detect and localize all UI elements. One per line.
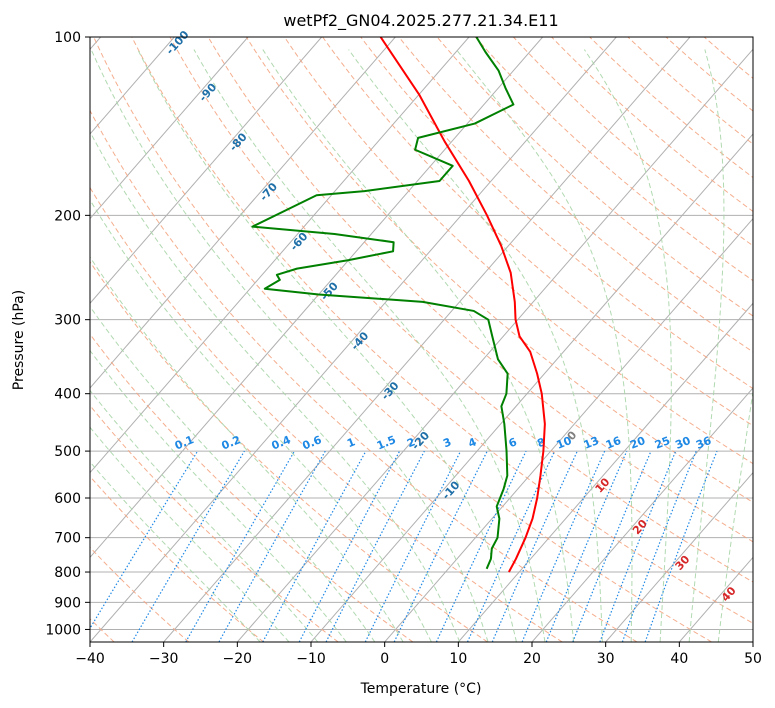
grid-lines: [90, 37, 753, 642]
mixing-ratio-label: 1: [345, 435, 357, 450]
mixing-ratio-line: [599, 450, 677, 642]
mixing-ratio-line: [521, 450, 606, 642]
y-axis-label: Pressure (hPa): [11, 290, 27, 390]
y-tick-label: 600: [54, 491, 81, 507]
dry-adiabat-line: [90, 109, 638, 642]
profile-lines: [251, 37, 546, 573]
dry-adiabat-line: [360, 37, 753, 390]
mixing-ratio-label: 36: [694, 434, 713, 452]
moist-adiabat-line: [90, 426, 290, 642]
mixing-ratio-line: [262, 450, 367, 642]
y-tick-label: 300: [54, 313, 81, 329]
moist-adiabat-line: [688, 49, 725, 642]
isotherm-line: [90, 37, 544, 559]
mixing-ratio-line: [364, 450, 462, 642]
dry-adiabat-line: [398, 37, 753, 353]
y-tick-label: 900: [54, 595, 81, 611]
isotherm-line: [457, 302, 753, 642]
moist-adiabat-line: [90, 305, 376, 642]
isotherm-line: [90, 37, 323, 305]
x-tick-label: −20: [223, 651, 253, 667]
plot-frame: [89, 36, 754, 643]
x-tick-label: 20: [523, 651, 541, 667]
dry-adiabat-line: [90, 333, 414, 642]
dry-adiabat-line: [90, 186, 563, 642]
dry-adiabat-line: [169, 37, 753, 583]
mixing-ratio-line: [572, 450, 652, 642]
isotherm-line: [605, 471, 753, 642]
moist-adiabat-line: [90, 49, 489, 642]
mixing-ratio-line: [545, 450, 628, 642]
mixing-ratio-label: 25: [653, 434, 672, 452]
dry-adiabat-line: [90, 260, 488, 642]
y-tick-label: 200: [54, 208, 81, 224]
x-tick-label: −10: [296, 651, 326, 667]
mixing-ratio-line: [466, 450, 556, 642]
dry-adiabat-line: [551, 37, 753, 213]
dry-adiabat-line: [207, 37, 753, 543]
isotherm-line: [90, 37, 470, 474]
x-axis-label: Temperature (°C): [360, 681, 482, 697]
mixing-ratio-line: [298, 450, 401, 642]
x-tick-label: 40: [670, 651, 688, 667]
isotherm-line: [90, 37, 617, 642]
mixing-ratio-line: [491, 450, 578, 642]
dry-adiabat-line: [284, 37, 753, 465]
mixing-ratio-label: 10: [554, 434, 573, 452]
moist-adiabat-line: [583, 49, 672, 642]
isotherm-line: [752, 641, 753, 642]
moist-adiabat-line: [717, 388, 753, 642]
isotherm-line: [90, 37, 249, 220]
y-tick-label: 800: [54, 565, 81, 581]
isotherm-line: [90, 37, 396, 389]
moist-adiabat-line: [455, 49, 633, 642]
isotherm-line: [163, 37, 691, 642]
mixing-ratio-line: [435, 450, 527, 642]
x-tick-label: 10: [449, 651, 467, 667]
chart-title: wetPf2_GN04.2025.277.21.34.E11: [283, 11, 558, 31]
moist-adiabat-line: [90, 130, 461, 642]
moist-adiabat-line: [193, 49, 546, 642]
x-tick-label: 50: [744, 651, 762, 667]
moist-adiabat-line: [262, 49, 575, 642]
x-tick-label: 0: [380, 651, 389, 667]
x-tick-label: −30: [149, 651, 179, 667]
dry-adiabat-line: [131, 37, 753, 624]
isotherm-line: [236, 48, 753, 642]
mixing-ratio-label: 3: [441, 435, 453, 450]
mixing-ratio-line: [621, 450, 697, 642]
y-tick-label: 400: [54, 387, 81, 403]
axis-ticks: −40 −30 −20 −10 0 10 20 30 40 50 100 200 300 400 500 60…: [45, 30, 762, 667]
y-tick-label: 1000: [45, 622, 81, 638]
x-tick-label: −40: [75, 651, 105, 667]
mixing-ratio-line: [218, 450, 326, 642]
mixing-ratio-label: 8: [535, 435, 547, 450]
dry-adiabat-line: [627, 37, 753, 145]
y-tick-label: 500: [54, 444, 81, 460]
moist-adiabat-line: [348, 49, 603, 642]
dry-adiabat-line: [474, 37, 753, 282]
isotherm-line: [384, 217, 753, 642]
y-tick-label: 700: [54, 531, 81, 547]
moist-adiabat-line: [90, 198, 432, 642]
temperature-profile-line: [379, 37, 546, 573]
isotherm-line: [531, 387, 753, 642]
mixing-ratio-line: [644, 450, 718, 642]
mixing-ratio-label: 2: [405, 435, 417, 450]
dry-adiabat-line: [93, 37, 712, 642]
mixing-ratio-line: [90, 450, 199, 630]
x-tick-label: 30: [597, 651, 615, 667]
mixing-ratio-label: 16: [604, 434, 623, 452]
mixing-ratio-label: 13: [582, 434, 601, 452]
mixing-ratio-line: [325, 450, 425, 642]
mixing-ratio-label: 20: [628, 434, 647, 452]
dewpoint-profile-line: [251, 37, 515, 570]
moist-adiabat-line: [137, 49, 517, 642]
mixing-ratio-label: 30: [673, 434, 692, 452]
moist-adiabat-line: [90, 461, 261, 642]
y-tick-label: 100: [54, 30, 81, 46]
moist-adiabat-line: [90, 256, 404, 642]
